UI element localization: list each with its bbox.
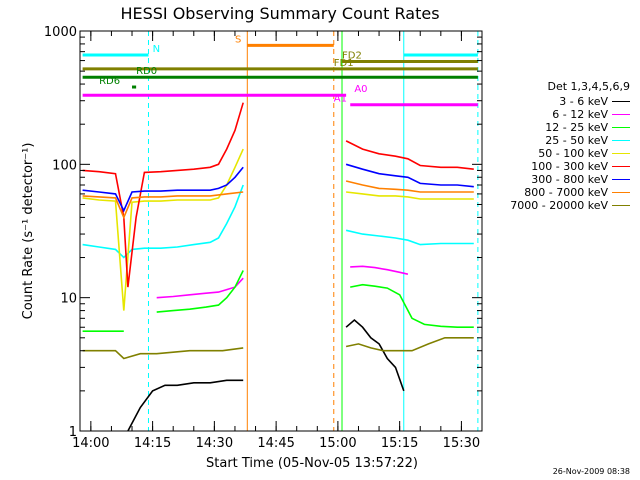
y-axis-label: Count Rate (s⁻¹ detector⁻¹): [21, 143, 36, 320]
legend-swatch: [612, 140, 630, 141]
series-line-8-seg-1: [345, 336, 474, 352]
flag-label-rd0: RD0: [136, 66, 157, 77]
legend-label: 50 - 100 keV: [538, 147, 608, 160]
series-line-2-seg-2: [350, 283, 474, 329]
legend-swatch: [612, 179, 630, 180]
x-tick-label: 14:45: [257, 436, 294, 451]
timestamp-footer: 26-Nov-2009 08:38: [552, 467, 630, 476]
flag-label-s: S: [235, 34, 241, 45]
series-line-0-seg-0: [127, 379, 244, 431]
y-tick-label: 1000: [44, 25, 77, 40]
series-line-1-seg-1: [350, 265, 409, 275]
series-line-6-seg-1: [345, 163, 474, 188]
series-line-2-seg-1: [156, 270, 244, 313]
x-tick-label: 15:30: [443, 436, 480, 451]
legend-item: 6 - 12 keV: [506, 108, 630, 121]
plot-frame: [79, 30, 483, 432]
flag-label-rd6: RD6: [99, 76, 120, 87]
x-tick-label: 14:15: [134, 436, 171, 451]
series-line-3-seg-0: [82, 184, 244, 259]
legend-label: 7000 - 20000 keV: [510, 199, 608, 212]
legend-item: 300 - 800 keV: [506, 173, 630, 186]
x-tick-label: 14:30: [196, 436, 233, 451]
legend-swatch: [612, 101, 630, 102]
legend-label: 6 - 12 keV: [552, 108, 608, 121]
series-line-7-seg-1: [345, 180, 474, 193]
legend-label: 25 - 50 keV: [545, 134, 608, 147]
legend-item: 50 - 100 keV: [506, 147, 630, 160]
chart-title: HESSI Observing Summary Count Rates: [120, 4, 440, 23]
y-tick-label: 100: [52, 158, 77, 173]
legend: Det 1,3,4,5,6,9 3 - 6 keV 6 - 12 keV 12 - …: [506, 80, 630, 212]
legend-swatch: [612, 127, 630, 128]
legend-item: 7000 - 20000 keV: [506, 199, 630, 212]
series-line-3-seg-1: [345, 229, 474, 246]
legend-swatch: [612, 205, 630, 206]
legend-swatch: [612, 192, 630, 193]
legend-item: 800 - 7000 keV: [506, 186, 630, 199]
series-line-0-seg-1: [345, 318, 405, 392]
flag-label-fd2: FD2: [342, 51, 362, 62]
series-line-7-seg-0: [82, 191, 244, 220]
x-tick-label: 15:00: [319, 436, 356, 451]
series-line-8-seg-0: [82, 347, 244, 360]
y-tick-label: 1: [69, 425, 77, 440]
x-tick-label: 15:15: [381, 436, 418, 451]
legend-item: 12 - 25 keV: [506, 121, 630, 134]
series-line-4-seg-1: [346, 191, 474, 200]
flag-label-n: N: [153, 44, 160, 55]
series-line-5-seg-1: [345, 140, 474, 170]
legend-swatch: [612, 114, 630, 115]
flag-label-fd1: FD1: [334, 58, 354, 69]
flag-label-a0: A0: [354, 84, 367, 95]
legend-title: Det 1,3,4,5,6,9: [547, 80, 630, 93]
series-line-1-seg-0: [156, 277, 244, 299]
x-tick-label: 14:00: [72, 436, 109, 451]
legend-label: 12 - 25 keV: [545, 121, 608, 134]
y-tick-label: 10: [60, 292, 77, 307]
legend-swatch: [612, 166, 630, 167]
legend-label: 300 - 800 keV: [531, 173, 608, 186]
x-axis-label: Start Time (05-Nov-05 13:57:22): [206, 456, 418, 471]
legend-swatch: [612, 153, 630, 154]
series-line-4-seg-0: [82, 148, 244, 311]
legend-label: 100 - 300 keV: [531, 160, 608, 173]
legend-label: 800 - 7000 keV: [524, 186, 608, 199]
legend-item: 100 - 300 keV: [506, 160, 630, 173]
legend-label: 3 - 6 keV: [559, 95, 608, 108]
flag-label-a1: A1: [334, 94, 347, 105]
legend-item: 25 - 50 keV: [506, 134, 630, 147]
series-line-6-seg-0: [82, 166, 244, 213]
series-line-5-seg-0: [82, 102, 244, 288]
legend-item: 3 - 6 keV: [506, 95, 630, 108]
